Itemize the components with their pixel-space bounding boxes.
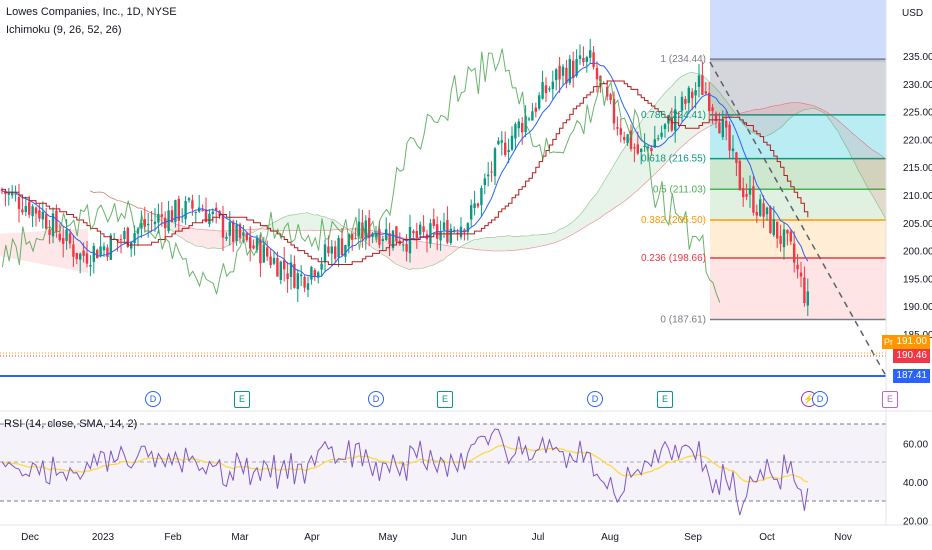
rsi-ma-line: [1, 444, 808, 483]
time-tick-label: Apr: [304, 532, 320, 543]
fib-level-label: 0.382 (205.50): [641, 215, 706, 226]
fib-level-label: 0 (187.61): [660, 314, 706, 325]
rsi-label[interactable]: RSI (14, close, SMA, 14, 2): [4, 418, 138, 430]
rsi-tick-label: 60.00: [903, 439, 928, 450]
rsi-line: [1, 428, 809, 516]
price-tick-label: 190.00: [903, 302, 932, 313]
fibonacci-retracement[interactable]: [710, 58, 886, 321]
fibonacci-labels: 1 (234.44) 0.786 (224.41) 0.618 (216.55) 0.…: [641, 54, 706, 325]
last-price-tag: 190.46: [893, 349, 930, 363]
fib-level-label: 1 (234.44): [660, 54, 706, 65]
earnings-icon[interactable]: E: [234, 391, 250, 408]
time-axis[interactable]: Dec 2023 Feb Mar Apr May Jun Jul Aug Sep Oct Nov: [21, 532, 852, 543]
indicator-label[interactable]: Ichimoku (9, 26, 52, 26): [6, 24, 122, 36]
earnings-icon[interactable]: E: [657, 391, 673, 408]
time-tick-label: Feb: [164, 532, 182, 543]
price-tick-label: 230.00: [903, 80, 932, 91]
fib-level-label: 0.5 (211.03): [653, 184, 706, 195]
price-tick-label: 200.00: [903, 247, 932, 258]
chikou-span-line: [1, 48, 721, 303]
time-tick-label: Oct: [759, 532, 775, 543]
price-tick-label: 225.00: [903, 108, 932, 119]
dividend-icon[interactable]: D: [368, 391, 384, 407]
fib-level-label: 0.786 (224.41): [641, 110, 706, 121]
price-tick-label: 195.00: [903, 274, 932, 285]
earnings-icon[interactable]: E: [437, 391, 453, 408]
rsi-axis: 60.00 40.00 20.00: [903, 439, 928, 527]
price-axis[interactable]: 235.00 230.00 225.00 220.00 215.00 210.00 205.…: [903, 52, 932, 341]
price-tick-label: 210.00: [903, 191, 932, 202]
time-tick-label: Sep: [684, 532, 702, 543]
projection-blue-zone: [710, 0, 886, 62]
fib-zone: [710, 220, 886, 259]
price-tick-label: 220.00: [903, 135, 932, 146]
fib-zone: [710, 59, 886, 115]
time-tick-label: May: [379, 532, 398, 543]
earnings-icon[interactable]: E: [882, 391, 898, 408]
currency-label[interactable]: USD: [902, 8, 924, 19]
dividend-icon[interactable]: D: [587, 391, 603, 407]
price-tick-label: 215.00: [903, 163, 932, 174]
price-tick-label: 205.00: [903, 219, 932, 230]
dividend-icon[interactable]: D: [812, 391, 828, 407]
low-price-tag: 187.41: [893, 369, 930, 383]
dividend-icon[interactable]: D: [145, 391, 161, 407]
time-tick-label: Dec: [21, 532, 39, 543]
time-tick-label: Aug: [601, 532, 619, 543]
pre-price-tag: 191.00: [893, 335, 930, 349]
rsi-tick-label: 20.00: [903, 517, 928, 528]
price-tick-label: 235.00: [903, 52, 932, 63]
time-tick-label: Jul: [532, 532, 545, 543]
time-tick-label: 2023: [92, 532, 115, 543]
time-tick-label: Jun: [451, 532, 467, 543]
time-tick-label: Nov: [834, 532, 852, 543]
kijun-sen-line: [2, 80, 809, 265]
trend-line[interactable]: [709, 61, 887, 377]
symbol-title[interactable]: Lowes Companies, Inc., 1D, NYSE: [6, 6, 177, 18]
fib-level-label: 0.618 (216.55): [641, 154, 706, 165]
time-tick-label: Mar: [231, 532, 249, 543]
rsi-tick-label: 40.00: [903, 478, 928, 489]
fib-level-label: 0.236 (198.66): [641, 253, 706, 264]
